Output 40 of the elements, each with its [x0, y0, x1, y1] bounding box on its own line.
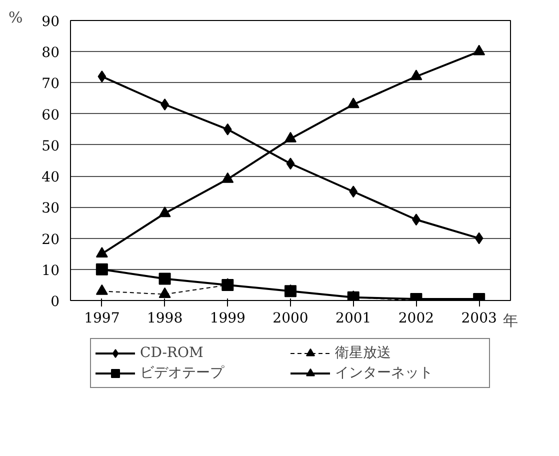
y-tick-label: 40: [42, 170, 60, 186]
point: [410, 70, 422, 80]
point: [223, 123, 232, 136]
y-tick-label: 90: [42, 14, 60, 30]
point: [158, 272, 171, 285]
x-tick-label: 1997: [84, 310, 120, 326]
point: [473, 44, 486, 56]
point: [96, 284, 108, 295]
point: [96, 246, 108, 258]
point: [347, 98, 360, 108]
x-tick-label: 2001: [336, 310, 372, 326]
point: [98, 70, 106, 82]
y-tick-label: 10: [42, 262, 60, 279]
point: [158, 287, 171, 298]
x-tick-label: 1999: [210, 310, 246, 326]
point: [158, 206, 171, 218]
y-tick-label: 70: [42, 76, 60, 92]
point: [349, 186, 358, 198]
legend-label: ビデオテープ: [140, 364, 226, 382]
x-axis-title: 年: [503, 312, 518, 330]
y-tick-label: 80: [42, 45, 60, 62]
point: [160, 98, 169, 110]
x-tick-label: 1998: [146, 310, 183, 326]
point: [286, 158, 295, 170]
y-tick-label: 50: [42, 138, 60, 154]
y-tick-label: 20: [42, 232, 60, 248]
point: [96, 263, 108, 276]
legend-label: CD-ROM: [140, 345, 204, 361]
point: [284, 132, 296, 142]
legend-label: 衛星放送: [335, 344, 392, 362]
x-tick-label: 2002: [398, 310, 434, 326]
point: [474, 232, 484, 244]
point: [222, 172, 234, 183]
y-tick-label: 60: [42, 107, 60, 124]
x-tick-label: 2000: [272, 310, 308, 326]
y-tick-label: 0: [50, 294, 60, 310]
y-tick-label: 30: [42, 200, 60, 217]
y-axis-title: %: [8, 8, 23, 26]
x-tick-label: 2003: [461, 310, 497, 326]
legend-label: インターネット: [335, 364, 434, 382]
